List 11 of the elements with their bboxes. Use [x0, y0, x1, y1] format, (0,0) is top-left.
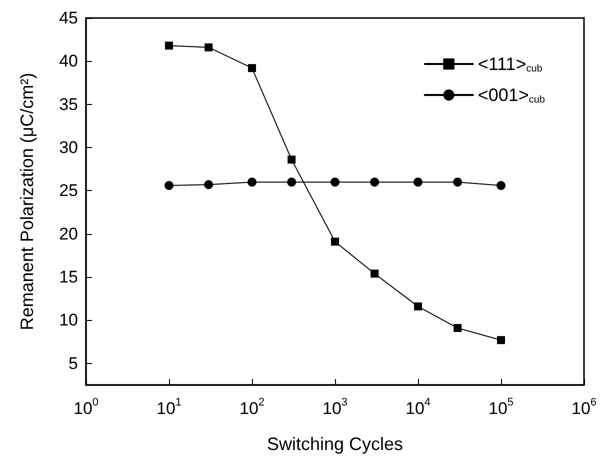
- y-axis-title: Remanent Polarization (μC/cm²): [17, 72, 37, 330]
- y-tick-label: 25: [59, 181, 78, 200]
- y-tick-label: 5: [68, 354, 78, 373]
- y-tick-label: 20: [59, 224, 78, 244]
- x-axis-title: Switching Cycles: [266, 434, 404, 454]
- y-tick-label: 35: [59, 94, 78, 114]
- y-tick-label: 45: [59, 8, 78, 28]
- y-tick-label: 40: [59, 52, 78, 71]
- y-tick-label: 15: [59, 268, 78, 287]
- y-tick-label: 30: [59, 138, 78, 158]
- y-tick-label: 10: [59, 310, 78, 330]
